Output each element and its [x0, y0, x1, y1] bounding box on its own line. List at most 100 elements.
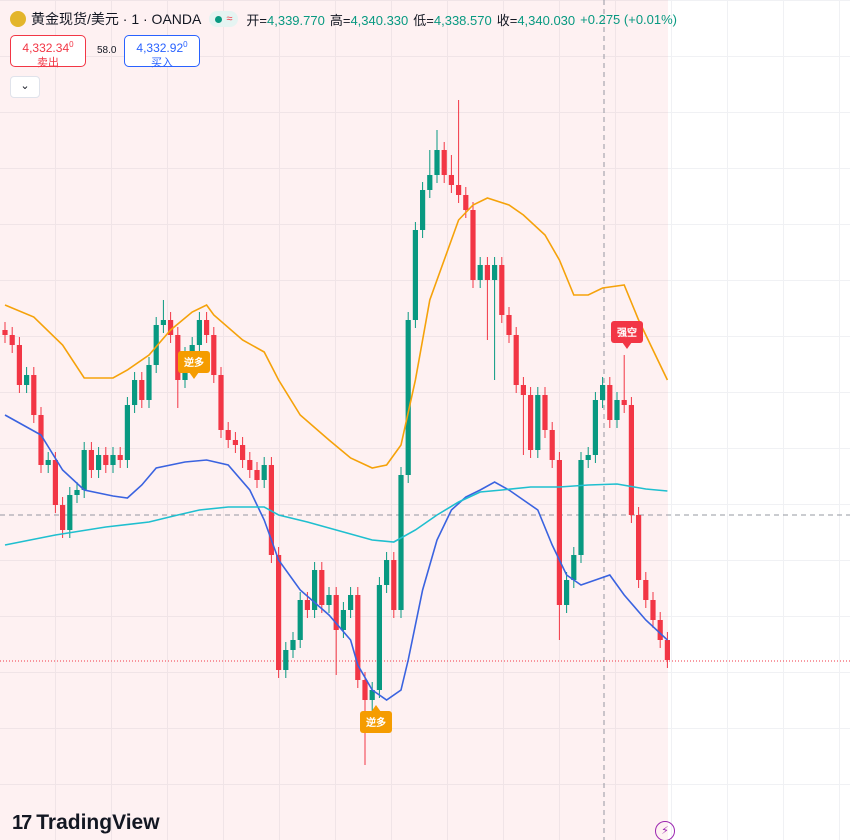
- candle-body: [564, 580, 570, 605]
- candle-body: [376, 585, 382, 690]
- logo-text: TradingView: [36, 811, 160, 834]
- signal-text: 逆多: [184, 356, 204, 369]
- candle-body: [362, 680, 368, 700]
- candle-body: [175, 335, 181, 380]
- candle-body: [348, 595, 354, 610]
- sell-button[interactable]: 4,332.340 卖出: [10, 35, 86, 69]
- sell-label: 卖出: [37, 57, 59, 69]
- candle-body: [592, 400, 598, 455]
- spread: 58.0: [97, 45, 117, 56]
- logo[interactable]: 17 TradingView: [12, 811, 160, 835]
- session-highlight: [0, 0, 668, 840]
- signal-pointer: [371, 705, 381, 712]
- candle-body: [218, 375, 224, 430]
- candle-body: [124, 405, 130, 460]
- candle-body: [2, 330, 8, 335]
- candle-body: [326, 595, 332, 605]
- candle-body: [16, 345, 22, 385]
- signal-box: [611, 321, 643, 343]
- candle-body: [290, 640, 296, 650]
- ohlc-item: 高=4,340.330: [330, 13, 408, 28]
- candle-body: [240, 445, 246, 460]
- sell-price: 4,332.34: [22, 41, 70, 55]
- ohlc-value: 4,340.330: [350, 12, 409, 28]
- candle-body: [477, 265, 483, 280]
- status-badge[interactable]: ≈: [209, 11, 239, 27]
- candle-body: [232, 440, 238, 445]
- signal-pointer: [622, 342, 632, 349]
- candle-body: [628, 405, 634, 515]
- candle-body: [60, 505, 66, 530]
- candle-body: [420, 190, 426, 230]
- candle-body: [96, 455, 102, 470]
- candle-body: [492, 265, 498, 280]
- indicator-line: [4, 414, 668, 701]
- ohlc-values: 开=4,339.770 高=4,340.330 低=4,338.570 收=4,340…: [246, 10, 580, 29]
- candle-body: [448, 175, 454, 185]
- ohlc-value: 4,340.030: [517, 12, 576, 28]
- status-icon: ≈: [226, 13, 233, 25]
- candle-body: [196, 320, 202, 345]
- buy-button[interactable]: 4,332.920 买入: [124, 35, 200, 69]
- candle-body: [621, 400, 627, 405]
- signal-box: [178, 351, 210, 373]
- candle-body: [369, 690, 375, 700]
- candle-body: [247, 460, 253, 470]
- ohlc-item: 开=4,339.770: [246, 13, 324, 28]
- candle-body: [643, 580, 649, 600]
- indicator-line: [4, 197, 669, 469]
- signal-pointer: [189, 372, 199, 379]
- candle-body: [225, 430, 231, 440]
- candle-body: [427, 175, 433, 190]
- candle-body: [571, 555, 577, 580]
- candle-body: [153, 325, 159, 365]
- candle-body: [283, 650, 289, 670]
- candle-body: [600, 385, 606, 400]
- candle-body: [405, 320, 411, 475]
- ohlc-item: 收=4,340.030: [497, 13, 575, 28]
- candle-body: [304, 600, 310, 610]
- signal-label: 逆多: [178, 351, 210, 379]
- candle-body: [132, 380, 138, 405]
- candle-body: [412, 230, 418, 320]
- ohlc-label: 开=: [246, 12, 267, 28]
- candle-body: [535, 395, 541, 450]
- candle-body: [636, 515, 642, 580]
- candle-body: [441, 150, 447, 175]
- candle-body: [384, 560, 390, 585]
- ohlc-label: 收=: [496, 12, 518, 28]
- candle-body: [456, 185, 462, 195]
- collapse-button[interactable]: ⌄: [10, 76, 40, 98]
- sell-price-sup: 0: [69, 40, 74, 49]
- flash-button[interactable]: ⚡: [655, 821, 675, 840]
- indicator-line: [4, 483, 668, 546]
- change: +0.275 (+0.01%): [580, 11, 678, 27]
- ohlc-value: 4,339.770: [267, 12, 325, 28]
- candle-body: [333, 595, 339, 630]
- symbol-icon: [10, 11, 26, 27]
- candle-body: [312, 570, 318, 610]
- candle-body: [542, 395, 548, 430]
- candle-body: [103, 455, 109, 465]
- signal-label: 逆多: [360, 705, 392, 733]
- candle-body: [484, 265, 490, 280]
- symbol[interactable]: 黄金现货/美元 · 1 · OANDA: [31, 11, 202, 27]
- signal-label: 强空: [611, 321, 643, 349]
- candle-body: [168, 320, 174, 335]
- candle-body: [650, 600, 656, 620]
- candle-body: [67, 495, 73, 530]
- candle-body: [261, 465, 267, 480]
- candle-body: [117, 455, 123, 460]
- candle-body: [204, 320, 210, 335]
- candle-body: [276, 555, 282, 670]
- candle-body: [160, 320, 166, 325]
- candle-body: [319, 570, 325, 605]
- candle-body: [297, 600, 303, 640]
- candle-body: [556, 460, 562, 605]
- candle-body: [24, 375, 30, 385]
- status-dot: [215, 15, 223, 23]
- candle-body: [463, 195, 469, 210]
- candle-body: [614, 400, 620, 420]
- candle-body: [139, 380, 145, 400]
